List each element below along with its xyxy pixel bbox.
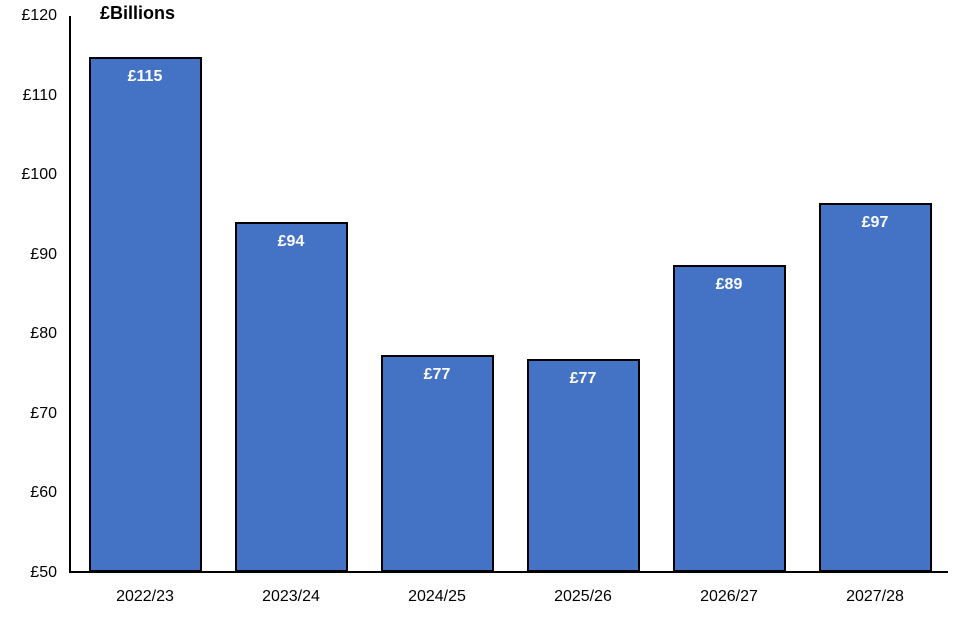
bar-2025/26: £77 (526, 358, 640, 572)
bar-value-label: £89 (715, 276, 743, 294)
bar-value-label: £77 (423, 365, 451, 383)
bar-2027/28: £97 (818, 202, 932, 572)
x-axis-category-label: 2027/28 (846, 588, 904, 605)
y-axis-tick-label: £70 (30, 404, 57, 422)
bar-value-label: £97 (861, 213, 889, 231)
bar-2026/27: £89 (672, 265, 786, 572)
x-axis-category-label: 2022/23 (116, 588, 174, 605)
y-axis-line (69, 16, 71, 573)
y-axis-tick-label: £50 (30, 564, 57, 581)
y-axis-tick-label: £110 (22, 86, 57, 104)
bar-value-label: £115 (127, 68, 163, 86)
x-axis-category-label: 2024/25 (408, 588, 466, 605)
chart-title: £Billions (100, 3, 176, 23)
x-axis-line (69, 571, 948, 573)
x-axis-category-label: 2023/24 (262, 588, 320, 605)
y-axis-tick-label: £90 (30, 245, 57, 263)
y-axis-tick-label: £80 (30, 325, 57, 343)
bar-2023/24: £94 (234, 222, 348, 572)
x-axis-category-label: 2025/26 (554, 588, 612, 605)
bar-value-label: £94 (277, 233, 305, 251)
y-axis-tick-label: £120 (21, 7, 57, 24)
y-axis-tick-label: £100 (21, 166, 57, 184)
x-axis-category-label: 2026/27 (700, 588, 758, 605)
bar-2022/23: £115 (88, 57, 202, 572)
bar-value-label: £77 (569, 369, 597, 387)
bar-2024/25: £77 (380, 354, 494, 572)
y-axis-tick-label: £60 (30, 484, 57, 502)
